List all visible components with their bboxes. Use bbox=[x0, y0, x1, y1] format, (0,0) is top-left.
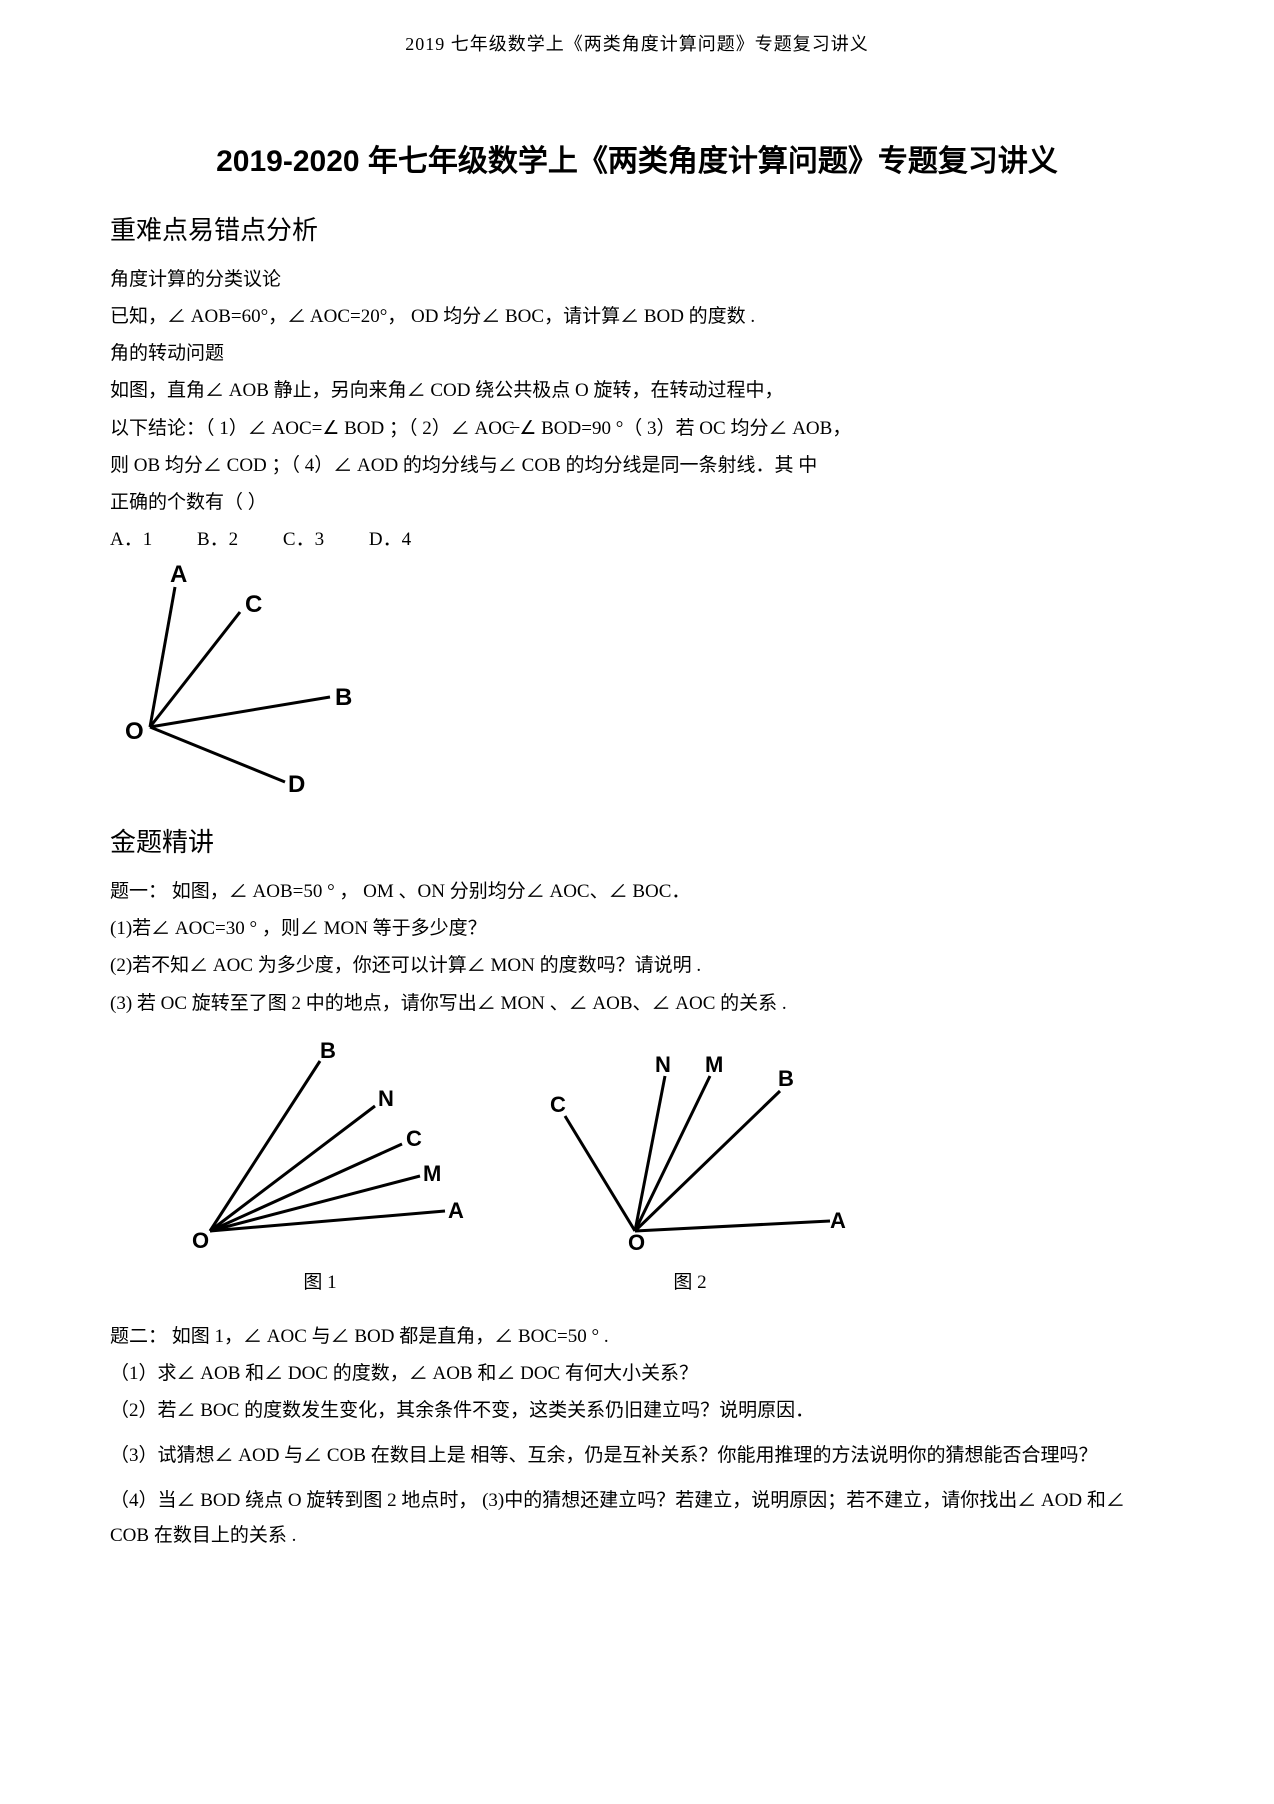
body-text: (1)若∠ AOC=30 ° ，则∠ MON 等于多少度？ bbox=[110, 911, 1164, 946]
page-header: 2019 七年级数学上《两类角度计算问题》专题复习讲义 bbox=[110, 30, 1164, 56]
section-heading-1: 重难点易错点分析 bbox=[110, 210, 1164, 247]
label-b: B bbox=[778, 1066, 794, 1091]
figure-caption: 图 2 bbox=[530, 1267, 850, 1294]
label-b: B bbox=[335, 684, 352, 711]
figure-2b: A B M N C O 图 2 bbox=[530, 1036, 850, 1294]
option-c: C．3 bbox=[283, 529, 324, 550]
label-c: C bbox=[245, 591, 262, 618]
body-text: 题二： 如图 1，∠ AOC 与∠ BOD 都是直角，∠ BOC=50 ° . bbox=[110, 1319, 1164, 1354]
figure-caption: 图 1 bbox=[170, 1267, 470, 1294]
label-c: C bbox=[550, 1092, 566, 1117]
body-text: 题一： 如图，∠ AOB=50 ° ， OM 、ON 分别均分∠ AOC、∠ B… bbox=[110, 874, 1164, 909]
figure-1: A C B D O bbox=[110, 557, 1164, 802]
body-text: 以下结论：（ 1）∠ AOC=∠ BOD ；（ 2）∠ AOC̶ ∠ BOD=9… bbox=[110, 411, 1164, 446]
body-text: （1）求∠ AOB 和∠ DOC 的度数，∠ AOB 和∠ DOC 有何大小关系… bbox=[110, 1356, 1164, 1391]
body-text: 则 OB 均分∠ COD ；（ 4）∠ AOD 的均分线与∠ COB 的均分线是… bbox=[110, 448, 1164, 483]
label-o: O bbox=[125, 718, 144, 745]
label-a: A bbox=[448, 1198, 464, 1223]
label-m: M bbox=[705, 1052, 723, 1077]
label-n: N bbox=[655, 1052, 671, 1077]
label-n: N bbox=[378, 1086, 394, 1111]
label-o: O bbox=[192, 1228, 209, 1253]
label-m: M bbox=[423, 1161, 441, 1186]
body-text: (3) 若 OC 旋转至了图 2 中的地点，请你写出∠ MON 、∠ AOB、∠… bbox=[110, 986, 1164, 1021]
label-a: A bbox=[170, 561, 187, 588]
figure-2a: A M C N B O 图 1 bbox=[170, 1036, 470, 1294]
figure-row: A M C N B O 图 1 A B M N bbox=[170, 1036, 1164, 1294]
section-heading-2: 金题精讲 bbox=[110, 822, 1164, 859]
body-text: （3）试猜想∠ AOD 与∠ COB 在数目上是 相等、互余，仍是互补关系？你能… bbox=[110, 1438, 1164, 1473]
label-o: O bbox=[628, 1230, 645, 1255]
option-d: D．4 bbox=[369, 529, 411, 550]
body-text: （2）若∠ BOC 的度数发生变化，其余条件不变，这类关系仍旧建立吗？说明原因． bbox=[110, 1393, 1164, 1428]
label-b: B bbox=[320, 1038, 336, 1063]
answer-options: A．1 B．2 C．3 D．4 bbox=[110, 522, 1164, 557]
document-title: 2019-2020 年七年级数学上《两类角度计算问题》专题复习讲义 bbox=[110, 136, 1164, 180]
body-text: 已知，∠ AOB=60°，∠ AOC=20°， OD 均分∠ BOC，请计算∠ … bbox=[110, 299, 1164, 334]
label-a: A bbox=[830, 1208, 846, 1233]
option-b: B．2 bbox=[197, 529, 238, 550]
body-text: 角度计算的分类议论 bbox=[110, 262, 1164, 297]
label-c: C bbox=[406, 1126, 422, 1151]
body-text: （4）当∠ BOD 绕点 O 旋转到图 2 地点时， (3)中的猜想还建立吗？若… bbox=[110, 1483, 1164, 1553]
body-text: (2)若不知∠ AOC 为多少度，你还可以计算∠ MON 的度数吗？请说明 . bbox=[110, 948, 1164, 983]
body-text: 角的转动问题 bbox=[110, 336, 1164, 371]
label-d: D bbox=[288, 771, 305, 797]
option-a: A．1 bbox=[110, 529, 152, 550]
body-text: 如图，直角∠ AOB 静止，另向来角∠ COD 绕公共极点 O 旋转，在转动过程… bbox=[110, 373, 1164, 408]
body-text: 正确的个数有（ ） bbox=[110, 485, 1164, 520]
